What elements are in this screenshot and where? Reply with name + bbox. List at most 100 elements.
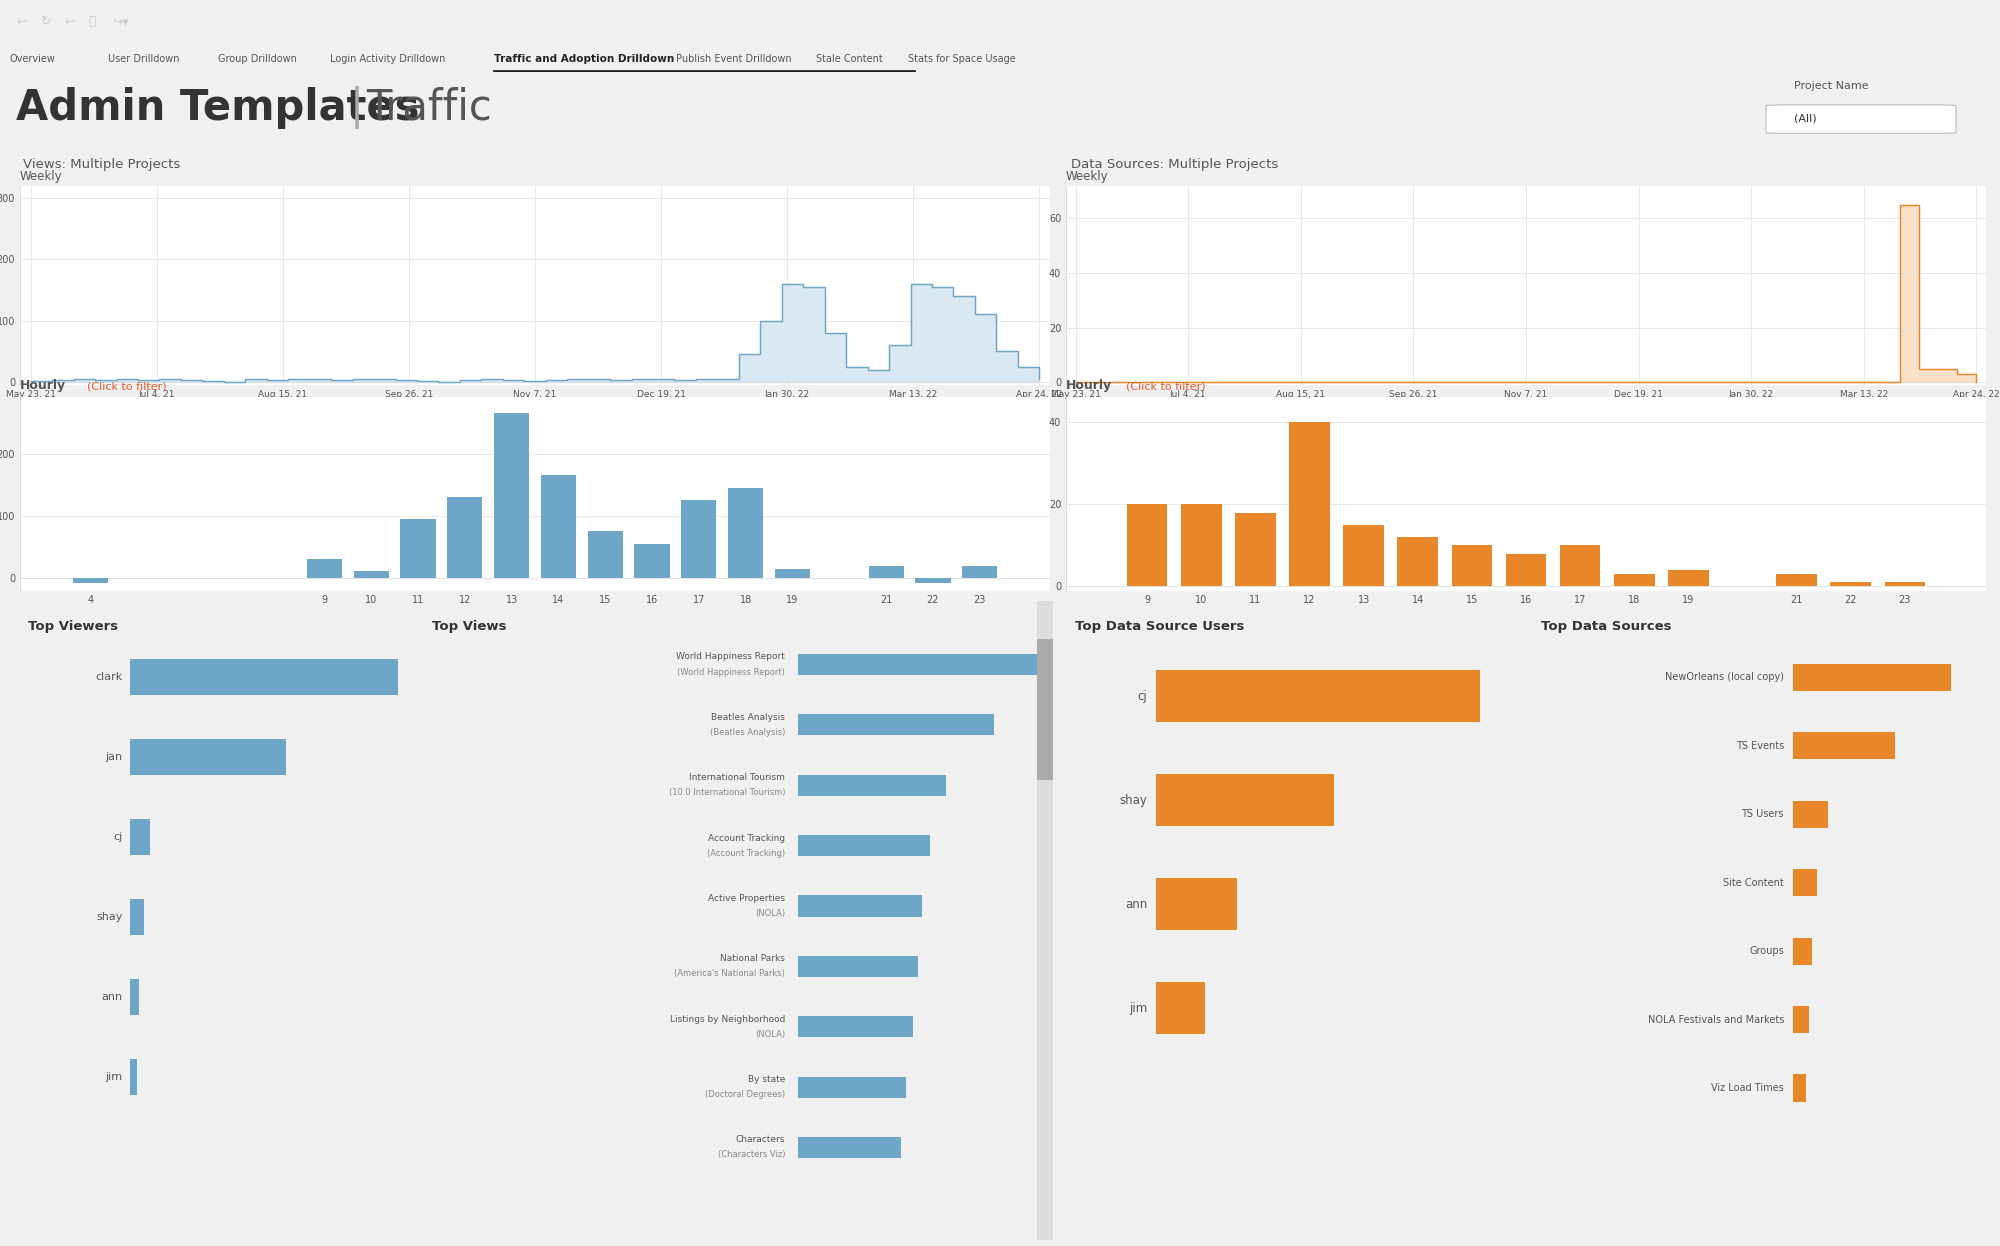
Text: (10.0 International Tourism): (10.0 International Tourism) xyxy=(668,789,786,797)
Text: shay: shay xyxy=(1120,794,1148,807)
Text: Hourly: Hourly xyxy=(20,379,66,391)
Text: By state: By state xyxy=(748,1075,786,1084)
Text: Group Drilldown: Group Drilldown xyxy=(218,55,296,65)
Text: jim: jim xyxy=(1128,1002,1148,1014)
Bar xyxy=(1156,982,1204,1034)
Bar xyxy=(1792,664,1950,692)
Text: Groups: Groups xyxy=(1750,946,1784,956)
Text: cj: cj xyxy=(114,832,122,842)
Bar xyxy=(798,714,994,735)
Text: Data Sources: Multiple Projects: Data Sources: Multiple Projects xyxy=(1072,158,1278,171)
Bar xyxy=(1614,574,1654,587)
Text: NewOrleans (local copy): NewOrleans (local copy) xyxy=(1664,673,1784,683)
Bar xyxy=(1156,878,1236,931)
Text: jim: jim xyxy=(106,1072,122,1082)
Bar xyxy=(130,979,140,1014)
Bar xyxy=(798,1077,906,1098)
Text: ↻: ↻ xyxy=(40,15,50,29)
Bar xyxy=(798,654,1038,675)
Text: Overview: Overview xyxy=(10,55,56,65)
Bar xyxy=(634,545,670,578)
Text: (Characters Viz): (Characters Viz) xyxy=(718,1150,786,1160)
Bar xyxy=(1792,1006,1808,1033)
Text: Active Properties: Active Properties xyxy=(708,893,786,903)
Bar xyxy=(798,835,930,856)
Text: cj: cj xyxy=(1138,690,1148,703)
Bar xyxy=(494,414,530,578)
Bar xyxy=(1344,525,1384,587)
Text: ↪▾: ↪▾ xyxy=(112,15,128,29)
Text: Listings by Neighborhood: Listings by Neighborhood xyxy=(670,1014,786,1024)
Text: ↩: ↩ xyxy=(16,15,26,29)
Bar xyxy=(1290,422,1330,587)
Text: Login Activity Drilldown: Login Activity Drilldown xyxy=(330,55,446,65)
Text: TS Events: TS Events xyxy=(1736,741,1784,751)
Bar xyxy=(1792,800,1828,827)
Text: Stats for Space Usage: Stats for Space Usage xyxy=(908,55,1016,65)
Text: jan: jan xyxy=(106,753,122,763)
Text: Weekly: Weekly xyxy=(20,171,62,183)
Bar xyxy=(1830,582,1872,587)
Text: Project Name: Project Name xyxy=(1794,81,1868,91)
Text: (Doctoral Degrees): (Doctoral Degrees) xyxy=(706,1090,786,1099)
FancyBboxPatch shape xyxy=(1766,105,1956,133)
Bar xyxy=(1038,601,1054,1240)
Bar xyxy=(798,896,922,917)
Text: Beatles Analysis: Beatles Analysis xyxy=(712,713,786,721)
Text: shay: shay xyxy=(96,912,122,922)
Text: Top Data Sources: Top Data Sources xyxy=(1540,619,1672,633)
Text: User Drilldown: User Drilldown xyxy=(108,55,180,65)
Text: (World Happiness Report): (World Happiness Report) xyxy=(678,668,786,677)
Bar xyxy=(1884,582,1926,587)
Bar xyxy=(728,488,764,578)
Bar xyxy=(682,501,716,578)
Bar xyxy=(130,1059,136,1095)
Text: ⬛: ⬛ xyxy=(88,15,96,29)
Bar xyxy=(916,578,950,583)
Text: Account Tracking: Account Tracking xyxy=(708,834,786,842)
Text: Characters: Characters xyxy=(736,1135,786,1144)
Bar xyxy=(588,532,622,578)
Bar xyxy=(1156,774,1334,826)
Bar xyxy=(798,956,918,977)
Bar xyxy=(130,900,144,934)
Text: Viz Load Times: Viz Load Times xyxy=(1712,1083,1784,1093)
Text: World Happiness Report: World Happiness Report xyxy=(676,653,786,662)
Text: TS Users: TS Users xyxy=(1742,809,1784,820)
Bar xyxy=(130,819,150,855)
Text: Site Content: Site Content xyxy=(1724,877,1784,887)
Text: (Click to filter): (Click to filter) xyxy=(1126,381,1206,391)
Text: Top Data Source Users: Top Data Source Users xyxy=(1076,619,1244,633)
Text: ↩: ↩ xyxy=(64,15,74,29)
Bar xyxy=(1398,537,1438,587)
Bar xyxy=(306,559,342,578)
Text: |: | xyxy=(350,86,364,130)
Bar xyxy=(1506,553,1546,587)
Bar xyxy=(1792,733,1896,760)
Text: National Parks: National Parks xyxy=(720,954,786,963)
Bar xyxy=(1560,546,1600,587)
Text: ann: ann xyxy=(102,992,122,1002)
Text: Traffic: Traffic xyxy=(366,87,492,128)
Bar xyxy=(354,571,388,578)
Bar xyxy=(798,1017,912,1037)
Bar xyxy=(1776,574,1816,587)
Text: Traffic and Adoption Drilldown: Traffic and Adoption Drilldown xyxy=(494,55,674,65)
Text: Stale Content: Stale Content xyxy=(816,55,882,65)
Bar xyxy=(1236,512,1276,587)
Bar xyxy=(1038,639,1054,780)
Bar xyxy=(400,520,436,578)
Bar xyxy=(1792,1074,1806,1101)
Text: Publish Event Drilldown: Publish Event Drilldown xyxy=(676,55,792,65)
Bar xyxy=(798,1136,900,1158)
Bar xyxy=(1452,546,1492,587)
Text: clark: clark xyxy=(96,673,122,683)
Text: (NOLA): (NOLA) xyxy=(756,910,786,918)
Bar xyxy=(1792,937,1812,964)
Bar xyxy=(962,566,998,578)
Bar xyxy=(448,497,482,578)
Bar xyxy=(1792,868,1816,896)
Text: (NOLA): (NOLA) xyxy=(756,1029,786,1039)
Bar xyxy=(540,476,576,578)
Bar xyxy=(1156,670,1480,723)
